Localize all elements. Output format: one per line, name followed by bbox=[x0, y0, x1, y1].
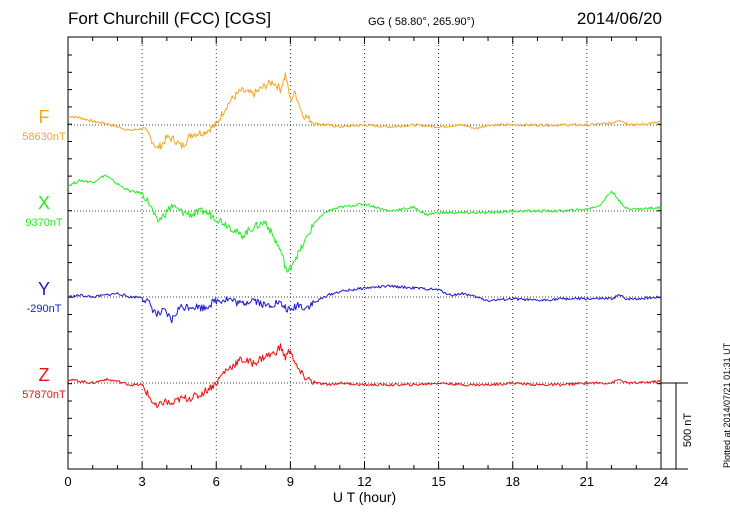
x-tick-label: 3 bbox=[139, 474, 146, 489]
x-tick-label: 18 bbox=[506, 474, 520, 489]
series-line-z bbox=[67, 343, 662, 408]
station-coordinates: GG ( 58.80°, 265.90°) bbox=[368, 16, 475, 28]
series-name-z: Z bbox=[39, 365, 50, 385]
x-axis-label: U T (hour) bbox=[333, 489, 396, 505]
series-line-f bbox=[68, 72, 662, 150]
series-baseline-f: 58630nT bbox=[22, 131, 66, 143]
scale-bar-label: 500 nT bbox=[682, 413, 694, 448]
x-tick-label: 21 bbox=[580, 474, 594, 489]
series-line-y bbox=[67, 284, 661, 324]
x-tick-label: 6 bbox=[213, 474, 220, 489]
x-tick-label: 15 bbox=[431, 474, 445, 489]
station-title: Fort Churchill (FCC) [CGS] bbox=[68, 9, 272, 28]
x-tick-label: 12 bbox=[357, 474, 371, 489]
series-line-x bbox=[67, 174, 662, 273]
series-baseline-z: 57870nT bbox=[22, 389, 66, 401]
series-baseline-y: -290nT bbox=[27, 303, 62, 315]
series-name-x: X bbox=[38, 193, 50, 213]
series-name-y: Y bbox=[38, 279, 50, 299]
plotted-timestamp: Plotted at 2014/07/21 01:31 UT bbox=[722, 342, 730, 468]
plot-date: 2014/06/20 bbox=[576, 9, 662, 28]
x-tick-label: 9 bbox=[287, 474, 294, 489]
series-name-f: F bbox=[39, 107, 50, 127]
x-tick-label: 0 bbox=[64, 474, 71, 489]
x-tick-label: 24 bbox=[654, 474, 668, 489]
series-baseline-x: 9370nT bbox=[25, 217, 63, 229]
